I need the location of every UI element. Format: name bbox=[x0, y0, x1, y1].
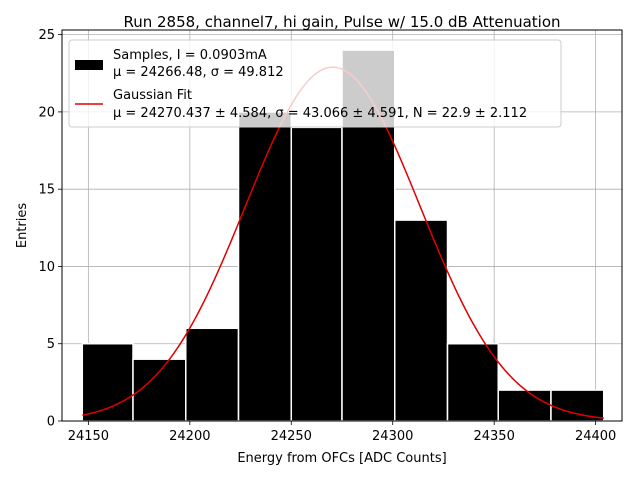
histogram-bar bbox=[550, 389, 605, 422]
x-tick-label: 24150 bbox=[68, 429, 109, 444]
y-axis-ticks: 0 5 10 15 20 25 bbox=[38, 28, 62, 430]
y-tick-label: 15 bbox=[38, 183, 55, 198]
legend-samples-line1: Samples, I = 0.0903mA bbox=[113, 48, 267, 63]
histogram-bar bbox=[394, 219, 449, 422]
legend-samples-line2: μ = 24266.48, σ = 49.812 bbox=[113, 65, 284, 80]
legend-frame bbox=[68, 39, 562, 128]
legend-fit-line1: Gaussian Fit bbox=[113, 88, 192, 103]
y-tick-label: 5 bbox=[47, 337, 55, 352]
x-axis-label: Energy from OFCs [ADC Counts] bbox=[237, 451, 446, 466]
histogram-bar bbox=[290, 126, 343, 422]
plot-frame bbox=[61, 29, 623, 422]
legend: Samples, I = 0.0903mA μ = 24266.48, σ = … bbox=[68, 39, 562, 128]
x-tick-label: 24400 bbox=[575, 429, 616, 444]
chart-title: Run 2858, channel7, hi gain, Pulse w/ 15… bbox=[123, 13, 560, 31]
x-tick-label: 24200 bbox=[169, 429, 210, 444]
x-tick-label: 24350 bbox=[473, 429, 514, 444]
legend-samples-swatch bbox=[75, 60, 103, 70]
y-tick-label: 20 bbox=[38, 105, 55, 120]
y-tick-label: 0 bbox=[47, 415, 55, 430]
histogram-bar bbox=[185, 327, 240, 422]
legend-fit-line2: μ = 24270.437 ± 4.584, σ = 43.066 ± 4.59… bbox=[113, 106, 527, 121]
x-tick-label: 24250 bbox=[271, 429, 312, 444]
x-axis-ticks: 24150 24200 24250 24300 24350 24400 bbox=[68, 421, 616, 444]
histogram-bar bbox=[446, 342, 499, 422]
histogram-bar bbox=[497, 389, 552, 422]
y-axis-label: Entries bbox=[15, 203, 30, 249]
histogram-bar bbox=[81, 342, 134, 422]
histogram-bar bbox=[132, 358, 187, 422]
y-tick-label: 10 bbox=[38, 260, 55, 275]
x-tick-label: 24300 bbox=[372, 429, 413, 444]
y-tick-label: 25 bbox=[38, 28, 55, 43]
